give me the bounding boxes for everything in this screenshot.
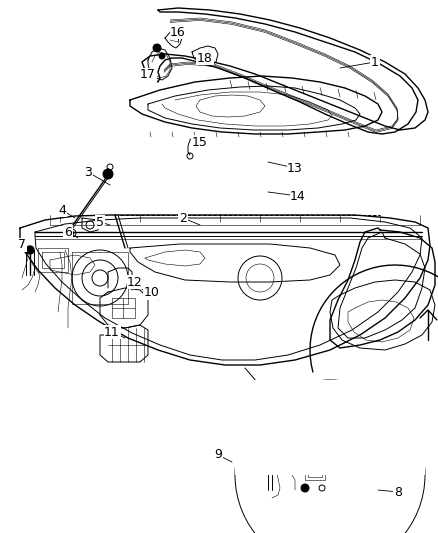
Circle shape <box>159 53 165 59</box>
Circle shape <box>153 44 161 52</box>
Text: 6: 6 <box>64 225 72 238</box>
Text: 10: 10 <box>144 287 160 300</box>
Circle shape <box>26 246 34 254</box>
Bar <box>235 380 425 475</box>
Text: 2: 2 <box>179 212 187 224</box>
Text: 4: 4 <box>58 204 66 216</box>
Text: 18: 18 <box>197 52 213 64</box>
Text: 16: 16 <box>170 26 186 38</box>
Text: 12: 12 <box>127 276 143 288</box>
Text: 13: 13 <box>287 161 303 174</box>
Text: 3: 3 <box>84 166 92 179</box>
Text: 1: 1 <box>371 55 379 69</box>
Circle shape <box>70 231 74 235</box>
Text: 15: 15 <box>192 135 208 149</box>
Text: 7: 7 <box>18 238 26 252</box>
Text: 14: 14 <box>290 190 306 203</box>
Text: 17: 17 <box>140 69 156 82</box>
Circle shape <box>103 169 113 179</box>
Text: 9: 9 <box>214 448 222 462</box>
Text: 11: 11 <box>104 326 120 338</box>
Text: 8: 8 <box>394 486 402 498</box>
Text: 5: 5 <box>96 215 104 229</box>
Circle shape <box>301 484 309 492</box>
